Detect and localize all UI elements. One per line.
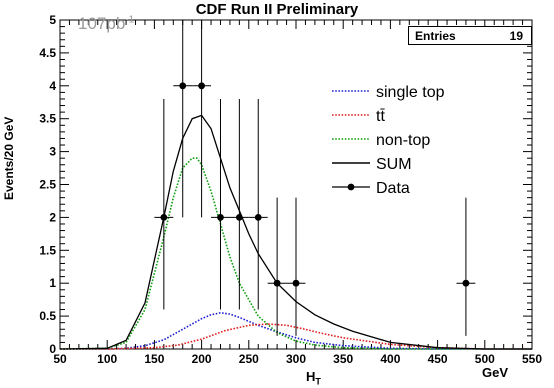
series-line-tt- (60, 323, 532, 350)
data-point (235, 214, 243, 221)
y-tick-label: 4 (49, 79, 56, 93)
x-tick-label: 350 (333, 352, 353, 366)
x-axis-unit: GeV (482, 365, 509, 380)
legend-marker-data (347, 183, 355, 191)
x-tick-label: 200 (192, 352, 212, 366)
x-axis-label: HT (306, 369, 321, 387)
y-tick-label: 1.5 (39, 243, 56, 257)
stats-entries-value: 19 (509, 29, 523, 43)
x-tick-label: 550 (522, 352, 542, 366)
luminosity-exponent: -1 (125, 14, 135, 26)
legend-label-data: Data (376, 180, 410, 197)
stats-box: Entries 19 (408, 26, 532, 45)
data-point (292, 279, 300, 287)
data-point (198, 82, 206, 90)
y-tick-label: 4.5 (39, 46, 56, 60)
x-tick-label: 300 (286, 352, 306, 366)
legend-label-non-top: non-top (376, 132, 430, 149)
data-point (462, 279, 470, 287)
stats-entries-label: Entries (415, 29, 456, 43)
x-tick-label: 250 (239, 352, 259, 366)
series-line-single-top (60, 311, 532, 350)
x-tick-label: 400 (380, 352, 400, 366)
data-point (179, 82, 187, 90)
chart-title: CDF Run II Preliminary (195, 1, 359, 18)
data-point (217, 214, 224, 221)
series-line-sum (59, 114, 532, 350)
y-tick-label: 3.5 (39, 112, 56, 126)
x-axis-label-sub: T (315, 376, 321, 387)
y-tick-label: 1 (49, 276, 56, 290)
y-tick-label: 2.5 (39, 178, 56, 192)
y-tick-label: 0 (49, 342, 56, 356)
legend-label-single-top: single top (376, 84, 445, 101)
legend-label-tt-: tt̄ (376, 108, 385, 125)
x-tick-label: 50 (53, 352, 67, 366)
x-tick-label: 450 (428, 352, 448, 366)
y-tick-label: 5 (49, 13, 56, 27)
luminosity-value: 107pb (78, 14, 126, 33)
x-tick-label: 500 (475, 352, 495, 366)
data-point (254, 214, 262, 221)
x-axis-label-main: H (306, 369, 316, 384)
y-tick-label: 3 (49, 145, 56, 159)
luminosity-annotation: 107pb-1 (78, 14, 134, 34)
y-tick-label: 2 (49, 210, 56, 224)
legend-label-sum: SUM (376, 156, 412, 173)
data-point (273, 279, 281, 287)
x-tick-label: 150 (144, 352, 164, 366)
y-tick-label: 0.5 (39, 309, 56, 323)
data-point (160, 214, 168, 221)
x-tick-label: 100 (97, 352, 117, 366)
